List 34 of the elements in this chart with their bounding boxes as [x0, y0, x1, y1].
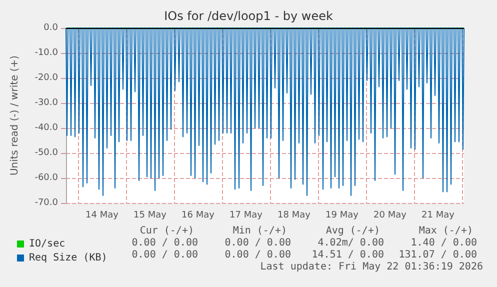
text: Max (-/+) — [418, 226, 473, 236]
text: Last update: Fri May 22 01:36:19 2026 — [260, 262, 483, 272]
text: 0.00 / 0.00 — [132, 238, 198, 248]
text: 0.00 / 0.00 — [224, 250, 291, 260]
y-tick-label: 0.0 — [44, 23, 58, 33]
text: 0.00 / 0.00 — [132, 250, 198, 260]
x-tick-label: 21 May — [422, 210, 456, 220]
y-tick-label: -60.0 — [34, 173, 58, 183]
legend-label: IO/sec — [29, 238, 66, 250]
legend-label: Req Size (KB) — [29, 252, 108, 264]
text: 131.07 / 0.00 — [398, 250, 477, 260]
text: 0.00 / 0.00 — [224, 238, 291, 248]
y-tick-label: -50.0 — [34, 148, 58, 158]
y-tick-label: -30.0 — [34, 98, 58, 108]
x-tick-label: 19 May — [326, 210, 360, 220]
text: Cur (-/+) — [140, 226, 194, 236]
text: 14.51 / 0.00 — [312, 250, 384, 260]
y-axis-title: Units read (-) / write (+) — [10, 55, 20, 176]
text: 1.40 / 0.00 — [410, 238, 477, 248]
y-tick-label: -40.0 — [34, 123, 58, 133]
y-tick-label: -70.0 — [34, 198, 58, 208]
x-tick-label: 20 May — [374, 210, 408, 220]
x-tick-label: 14 May — [86, 210, 120, 220]
text: Avg (-/+) — [326, 226, 380, 236]
text: Min (-/+) — [232, 226, 287, 236]
x-tick-label: 18 May — [278, 210, 312, 220]
text: 4.02m/ 0.00 — [318, 238, 384, 248]
x-tick-label: 17 May — [230, 210, 264, 220]
line-series — [66, 28, 464, 196]
y-tick-label: -10.0 — [34, 48, 58, 58]
chart-title: IOs for /dev/loop1 - by week — [164, 9, 333, 23]
x-tick-label: 15 May — [134, 210, 168, 220]
y-tick-label: -20.0 — [34, 73, 58, 83]
x-tick-label: 16 May — [182, 210, 216, 220]
